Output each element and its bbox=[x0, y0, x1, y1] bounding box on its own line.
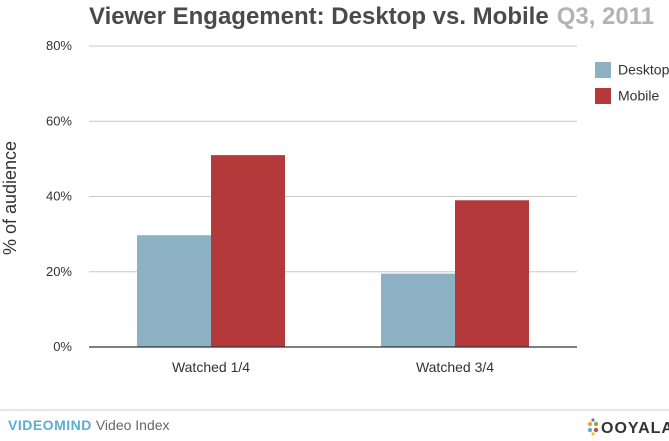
x-tick-label: Watched 3/4 bbox=[416, 359, 494, 375]
bar-desktop-2 bbox=[381, 273, 455, 347]
bar-mobile-2 bbox=[455, 200, 529, 347]
chart-title-line: Viewer Engagement: Desktop vs. Mobile Q3,… bbox=[89, 3, 654, 30]
chart-title: Viewer Engagement: Desktop vs. Mobile bbox=[89, 3, 549, 30]
category-labels: Watched 1/4 Watched 3/4 bbox=[172, 359, 494, 375]
y-tick-label: 40% bbox=[46, 189, 72, 204]
legend-label-desktop: Desktop bbox=[618, 62, 669, 78]
legend: Desktop Mobile bbox=[595, 62, 669, 104]
y-ticks: 0% 20% 40% 60% 80% bbox=[46, 38, 72, 354]
ooyala-logo-icon bbox=[587, 418, 599, 436]
chart-subtitle: Q3, 2011 bbox=[557, 3, 654, 30]
y-tick-label: 80% bbox=[46, 38, 72, 53]
y-tick-label: 0% bbox=[53, 339, 72, 354]
ooyala-logo-text: OOYALA bbox=[601, 420, 669, 437]
bars bbox=[137, 155, 529, 347]
y-tick-label: 60% bbox=[46, 113, 72, 128]
x-tick-label: Watched 1/4 bbox=[172, 359, 250, 375]
legend-swatch-desktop bbox=[595, 62, 611, 78]
bar-mobile-1 bbox=[211, 155, 285, 347]
bar-desktop-1 bbox=[137, 235, 211, 347]
y-tick-label: 20% bbox=[46, 264, 72, 279]
legend-swatch-mobile bbox=[595, 88, 611, 104]
footer-brand: VIDEOMIND Video Index bbox=[8, 417, 170, 433]
brand-video-index: Video Index bbox=[96, 417, 170, 433]
legend-label-mobile: Mobile bbox=[618, 88, 659, 104]
brand-videomind: VIDEOMIND bbox=[8, 417, 92, 433]
y-axis-label: % of audience bbox=[0, 141, 20, 255]
